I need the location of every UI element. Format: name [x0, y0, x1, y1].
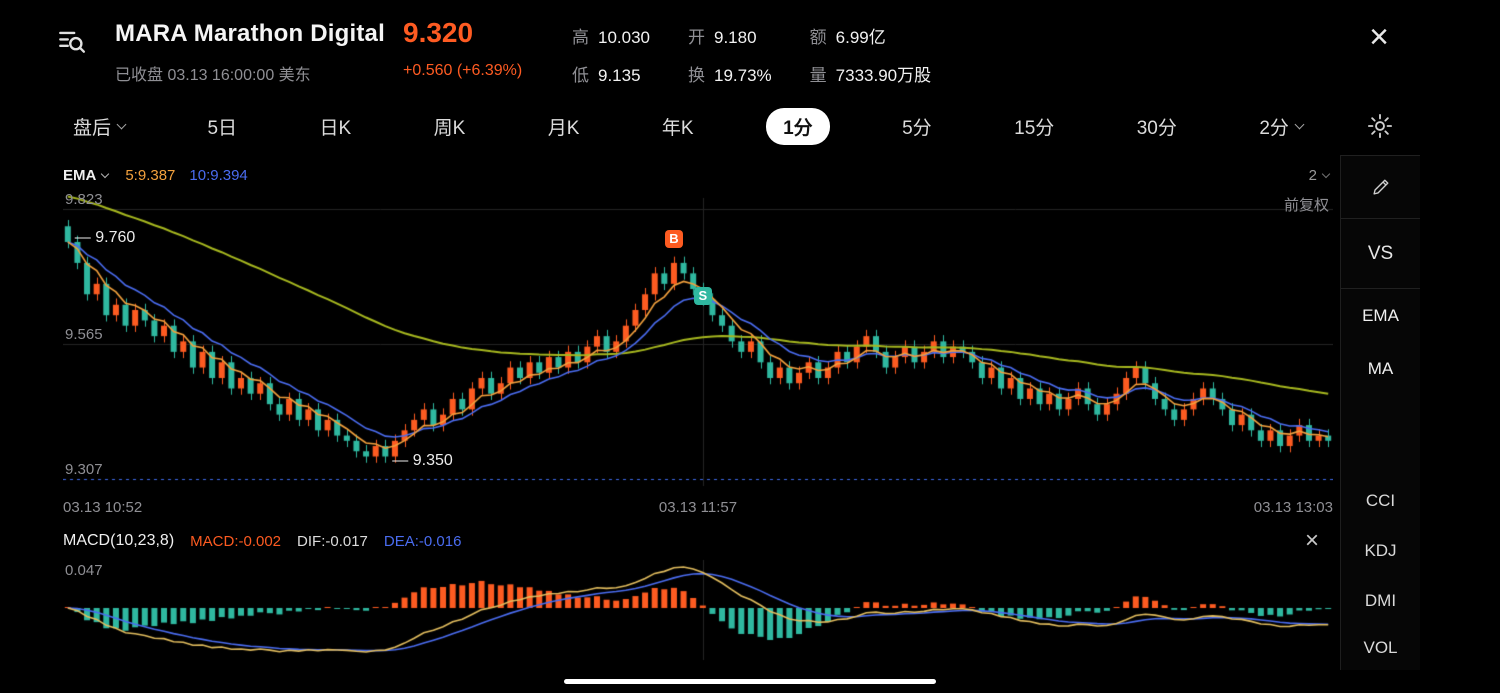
market-status: 已收盘 03.13 16:00:00 美东	[115, 67, 311, 84]
decimals-value: 2	[1308, 167, 1317, 184]
stat-low: 低 9.135	[572, 66, 641, 85]
sidebar-item-kdj[interactable]: KDJ	[1364, 541, 1397, 560]
adjustment-mode-label: 前复权	[1283, 197, 1329, 214]
stat-volume: 量 7333.90万股	[809, 66, 932, 85]
y-axis-label: 9.307	[65, 461, 103, 478]
tab-15min[interactable]: 15分	[1004, 108, 1064, 145]
indicator-sidebar: VS EMA MA CCI KDJ DMI VOL	[1340, 155, 1420, 670]
time-label-mid: 03.13 11:57	[658, 499, 738, 516]
session-low-annotation: — 9.350	[392, 451, 453, 469]
tab-weekly[interactable]: 周K	[424, 108, 476, 145]
pencil-icon	[1372, 179, 1388, 195]
tab-monthly[interactable]: 月K	[538, 108, 590, 145]
tab-label: 5日	[207, 117, 238, 139]
page-title: MARA Marathon Digital	[115, 20, 385, 47]
time-label-start: 03.13 10:52	[63, 499, 143, 516]
y-axis-label: 9.565	[65, 326, 103, 343]
sidebar-item-ema[interactable]: EMA	[1362, 305, 1399, 325]
tab-30min[interactable]: 30分	[1127, 108, 1187, 145]
tab-label: 周K	[433, 117, 466, 139]
macd-value: MACD:-0.002	[190, 532, 282, 550]
tab-1min[interactable]: 1分	[766, 107, 830, 145]
tab-label: 年K	[661, 117, 694, 139]
macd-close-icon[interactable]: ×	[1304, 527, 1319, 554]
stat-turnover-rate: 换 19.73%	[688, 66, 772, 85]
tab-2min[interactable]: 2分	[1249, 108, 1313, 145]
indicator-legend: EMA 5:9.387 10:9.394 2	[63, 167, 1333, 184]
indicator-name: EMA	[63, 167, 97, 184]
time-label-end: 03.13 13:03	[1253, 499, 1333, 516]
tab-yearly[interactable]: 年K	[652, 108, 704, 145]
ema5-value: 5:9.387	[125, 167, 176, 184]
chevron-down-icon	[1294, 119, 1305, 130]
tab-label: 1分	[783, 117, 813, 139]
sidebar-item-dmi[interactable]: DMI	[1364, 591, 1397, 610]
price-chart-canvas[interactable]	[63, 192, 1333, 494]
y-axis-label: 9.823	[65, 191, 103, 208]
buy-marker[interactable]: B	[664, 229, 683, 248]
ema-indicator-selector[interactable]: EMA	[63, 167, 110, 184]
home-indicator[interactable]	[564, 679, 936, 684]
chevron-down-icon	[116, 119, 127, 130]
stat-high: 高 10.030	[572, 28, 650, 47]
macd-scale-label: 0.047	[65, 562, 103, 579]
sell-marker[interactable]: S	[693, 286, 712, 305]
tab-label: 月K	[547, 117, 580, 139]
ema10-value: 10:9.394	[189, 167, 248, 184]
session-high-annotation: — 9.760	[74, 229, 136, 247]
time-axis: 03.13 10:52 03.13 11:57 03.13 13:03	[63, 499, 1333, 516]
tab-label: 15分	[1014, 117, 1055, 139]
close-icon[interactable]: ×	[1369, 18, 1389, 56]
tab-label: 30分	[1136, 117, 1177, 139]
macd-legend: MACD(10,23,8) MACD:-0.002 DIF:-0.017 DEA…	[63, 527, 1333, 554]
timeframe-tabs: 盘后 5日 日K 周K 月K 年K 1分 5分 15分 30分 2分	[63, 107, 1313, 145]
draw-tool-button[interactable]	[1341, 155, 1420, 219]
tab-label: 日K	[319, 117, 352, 139]
macd-indicator-selector[interactable]: MACD(10,23,8)	[63, 532, 175, 549]
tab-label: 盘后	[73, 117, 112, 139]
tab-label: 2分	[1259, 117, 1289, 139]
price-chart: 前复权 9.823 9.565 9.307 — 9.760 — 9.350 B …	[63, 191, 1333, 494]
last-price: 9.320	[403, 17, 474, 48]
dea-value: DEA:-0.016	[383, 532, 462, 550]
price-change: +0.560 (+6.39%)	[403, 62, 523, 79]
tab-after-hours[interactable]: 盘后	[63, 108, 135, 145]
macd-chart: 0.047	[63, 556, 1333, 664]
gear-icon[interactable]	[1366, 112, 1394, 140]
stat-amount: 额 6.99亿	[809, 28, 886, 47]
macd-chart-canvas[interactable]	[63, 556, 1333, 664]
stat-open: 开 9.180	[688, 28, 757, 47]
decimals-selector[interactable]: 2	[1308, 167, 1331, 184]
chevron-down-icon	[1321, 169, 1331, 179]
sidebar-item-vs[interactable]: VS	[1341, 219, 1420, 289]
tab-5min[interactable]: 5分	[892, 108, 942, 145]
tab-5day[interactable]: 5日	[197, 108, 247, 145]
quote-stats: 高 10.030 低 9.135 开 9.180 换 19.73% 额 6.99亿 量 73…	[572, 23, 931, 86]
sidebar-item-ma[interactable]: MA	[1367, 358, 1394, 378]
chevron-down-icon	[101, 169, 110, 179]
list-search-icon[interactable]	[56, 26, 86, 56]
sidebar-item-vol[interactable]: VOL	[1363, 638, 1398, 657]
tab-daily[interactable]: 日K	[310, 108, 362, 145]
sidebar-item-cci[interactable]: CCI	[1365, 491, 1396, 510]
tab-label: 5分	[902, 117, 932, 139]
dif-value: DIF:-0.017	[297, 532, 368, 550]
